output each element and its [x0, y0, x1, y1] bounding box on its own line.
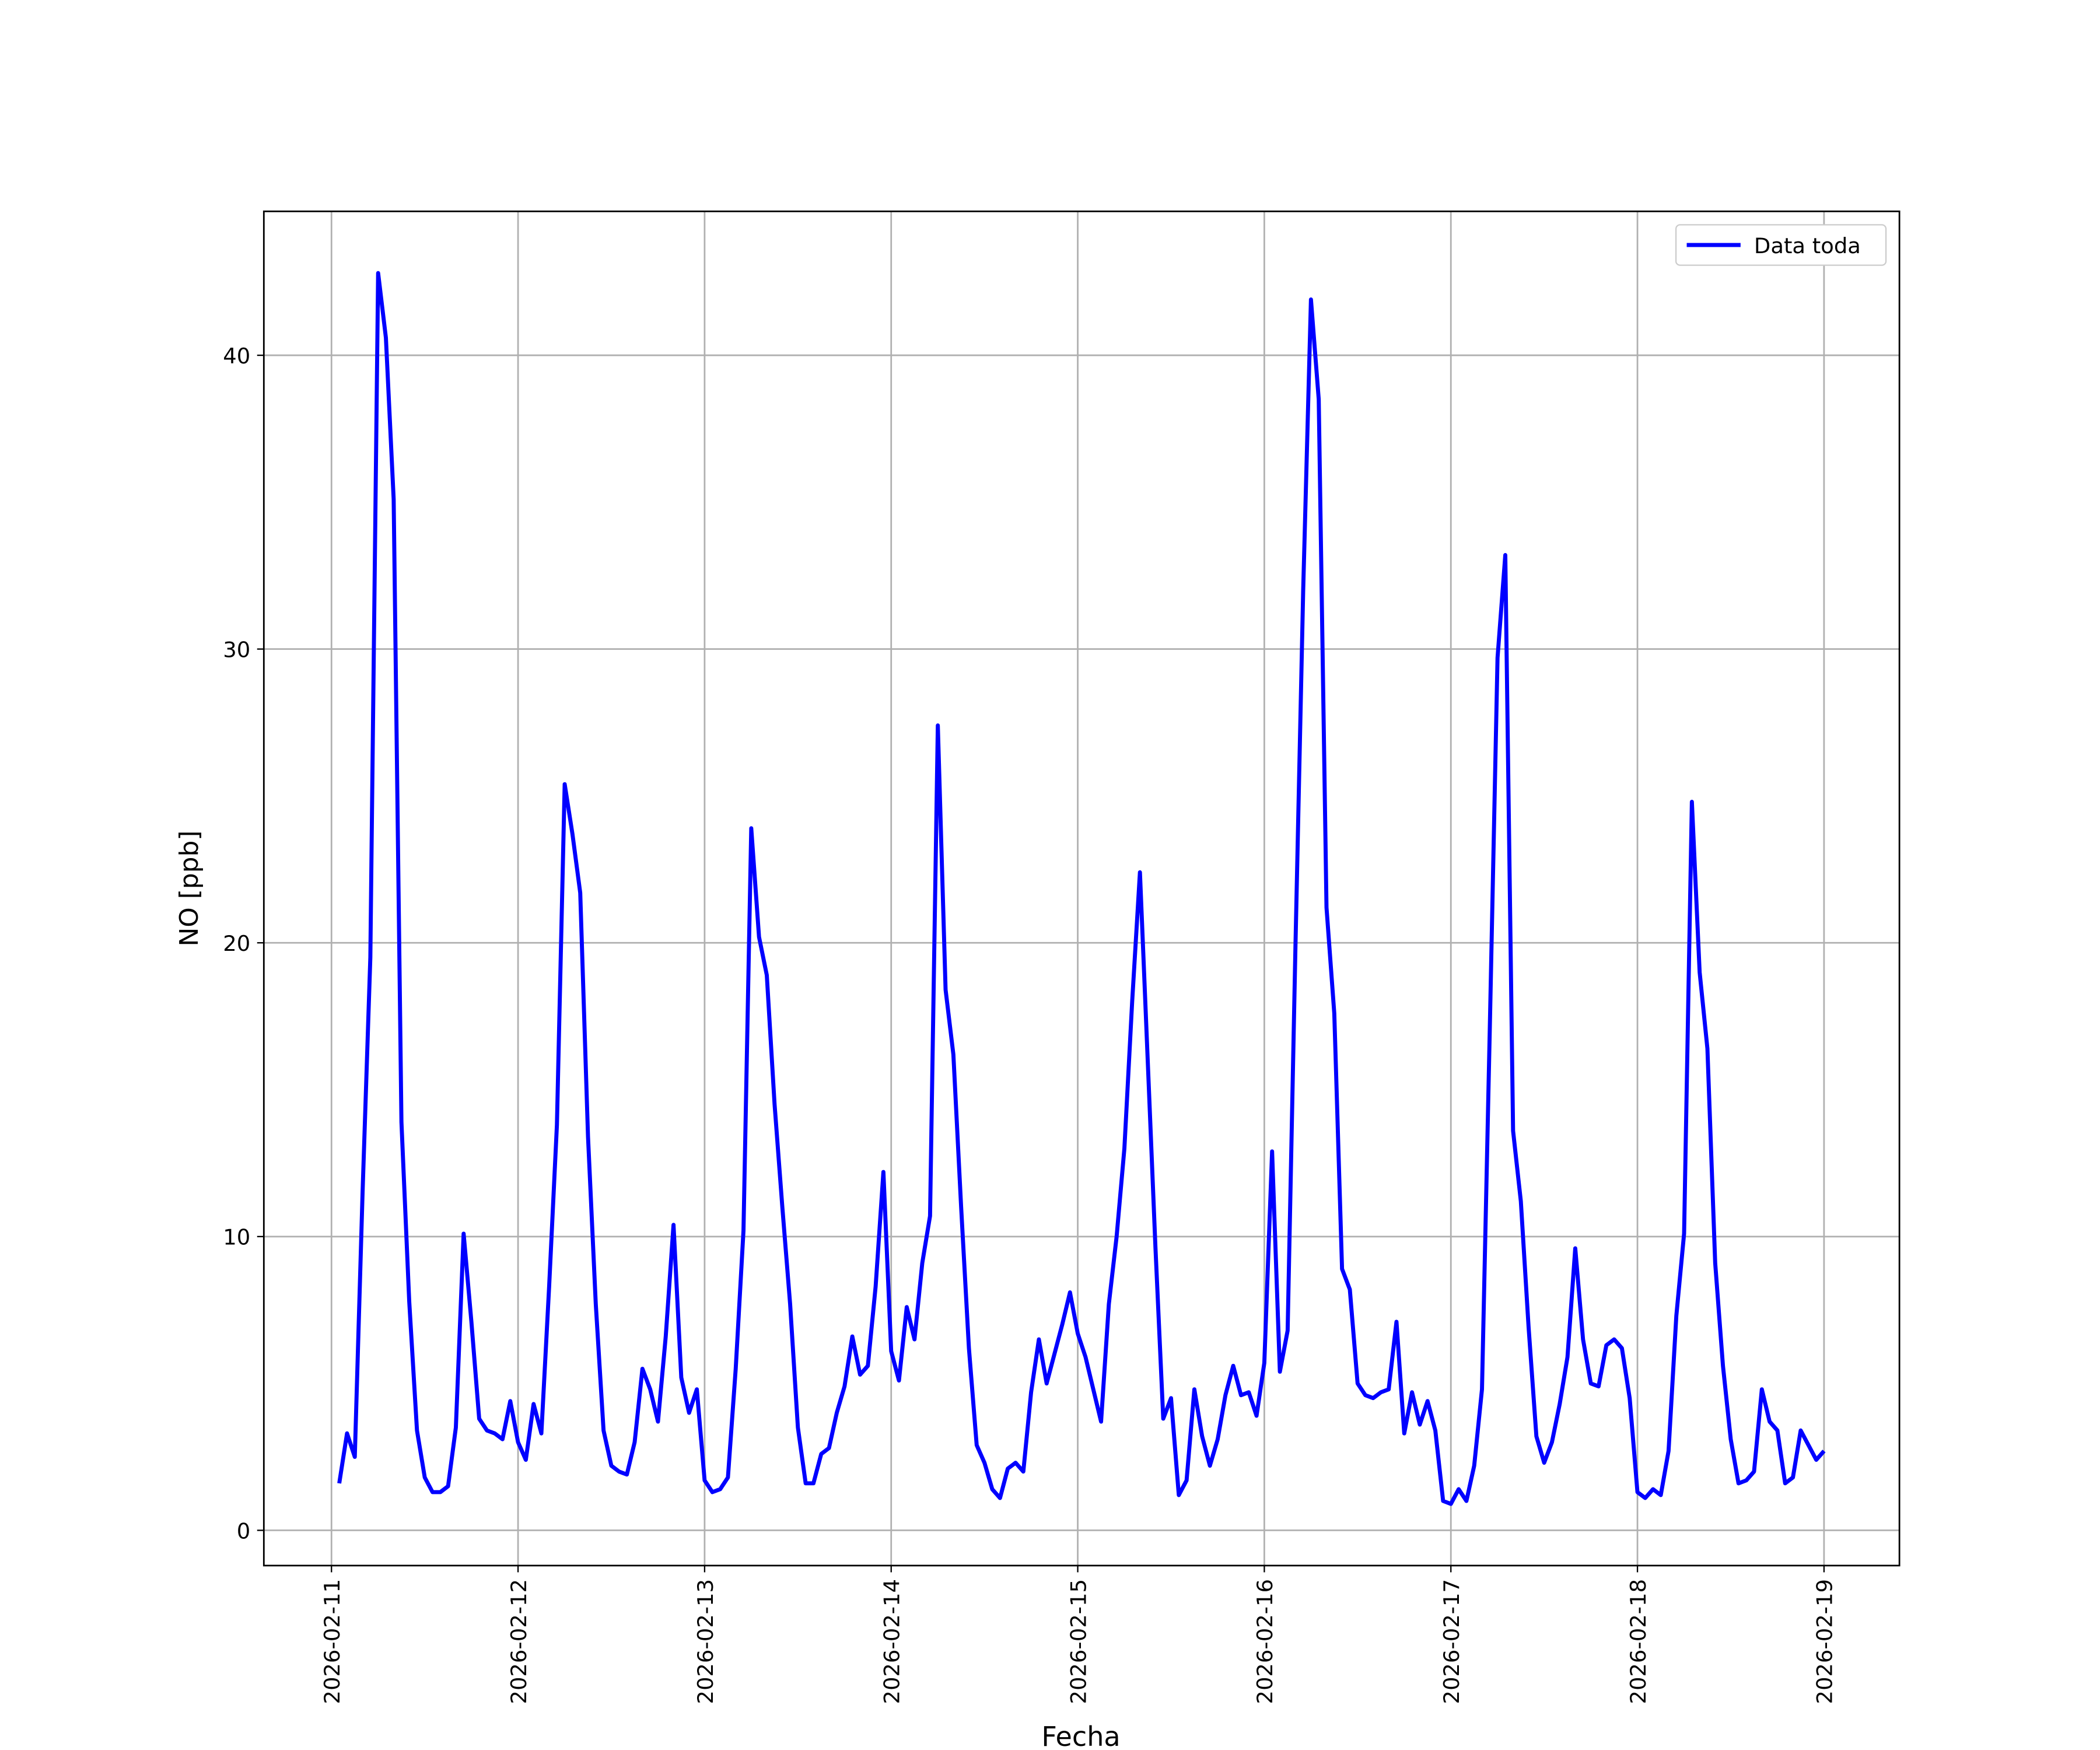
y-axis-label: NO [ppb]: [174, 831, 204, 947]
x-tick-label: 2026-02-16: [1252, 1579, 1278, 1704]
x-tick-label: 2026-02-18: [1626, 1579, 1651, 1704]
legend-label: Data toda: [1754, 233, 1861, 258]
y-tick-label: 40: [223, 344, 250, 369]
x-tick-label: 2026-02-11: [320, 1579, 345, 1704]
x-tick-label: 2026-02-19: [1812, 1579, 1838, 1704]
legend-box: [1675, 224, 1887, 266]
x-tick-label: 2026-02-17: [1439, 1579, 1464, 1704]
data-line: [337, 271, 1826, 1506]
x-tick-label: 2026-02-15: [1066, 1579, 1091, 1704]
x-axis-label: Fecha: [1041, 1721, 1120, 1750]
y-tick-label: 20: [223, 931, 250, 956]
x-tick-label: 2026-02-13: [693, 1579, 718, 1704]
x-tick-label: 2026-02-12: [506, 1579, 531, 1704]
plot-frame: [262, 210, 1901, 1567]
x-tick-label: 2026-02-14: [880, 1579, 905, 1704]
y-tick-label: 0: [237, 1518, 250, 1544]
y-tick-label: 30: [223, 637, 250, 662]
y-tick-label: 10: [223, 1225, 250, 1250]
